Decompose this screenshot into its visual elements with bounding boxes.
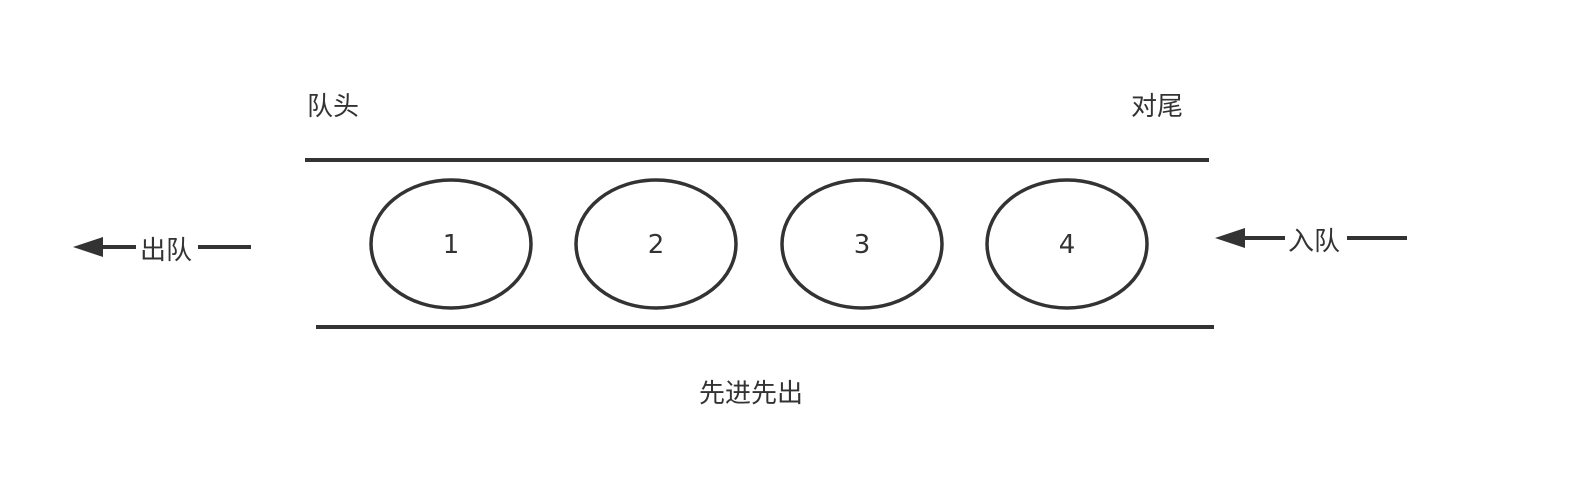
enqueue-label: 入队 [1288, 227, 1340, 257]
queue-node-4: 4 [985, 178, 1149, 310]
queue-node-3: 3 [780, 178, 944, 310]
dequeue-label: 出队 [140, 236, 192, 266]
dequeue-arrow: 出队 [73, 236, 251, 266]
arrow-left-icon [1215, 228, 1245, 248]
queue-node-number: 3 [854, 230, 871, 260]
queue-node-oval [985, 178, 1149, 310]
queue-head-label: 队头 [307, 92, 359, 122]
queue-node-oval [574, 178, 738, 310]
queue-node-oval [369, 178, 533, 310]
enqueue-arrow: 入队 [1215, 227, 1407, 257]
queue-node-1: 1 [369, 178, 533, 310]
fifo-caption: 先进先出 [699, 379, 803, 409]
queue-node-number: 1 [443, 230, 460, 260]
queue-node-number: 4 [1059, 230, 1076, 260]
queue-node-number: 2 [648, 230, 665, 260]
queue-node-oval [780, 178, 944, 310]
arrow-left-icon [73, 237, 103, 257]
queue-node-2: 2 [574, 178, 738, 310]
queue-tail-label: 对尾 [1131, 92, 1183, 122]
